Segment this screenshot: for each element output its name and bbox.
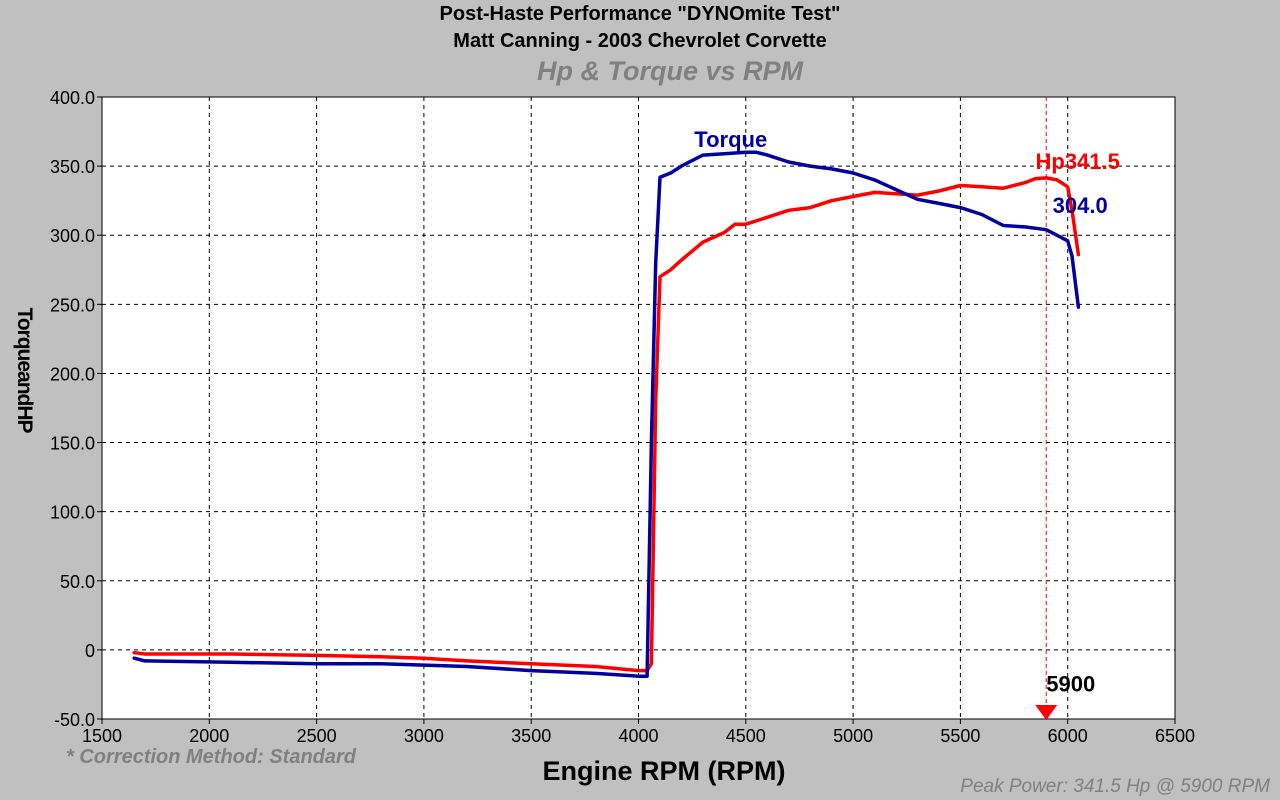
x-tick-label: 6000 <box>1048 726 1088 746</box>
annotation-label: Torque <box>694 127 767 152</box>
chart-title-line1: Post-Haste Performance "DYNOmite Test" <box>439 3 841 25</box>
plot-area <box>101 96 1176 720</box>
chart-subtitle: Hp & Torque vs RPM <box>536 56 804 86</box>
series-lines <box>132 97 1081 719</box>
y-tick-label: 250.0 <box>50 295 95 315</box>
annotation-label: Hp341.5 <box>1036 149 1120 174</box>
y-tick-labels: -50.0 0 50.0 100.0 150.0 200.0 250.0 300.0 350.0… <box>50 88 102 730</box>
y-tick-label: 400.0 <box>50 88 95 108</box>
x-tick-label: 4500 <box>726 726 766 746</box>
x-tick-label: 1500 <box>82 726 122 746</box>
y-tick-label: 150.0 <box>50 434 95 454</box>
x-axis-label: Engine RPM (RPM) <box>542 756 786 786</box>
series-line-hp <box>132 176 1081 673</box>
y-tick-label: 100.0 <box>50 503 95 523</box>
x-tick-label: 3500 <box>511 726 551 746</box>
correction-method-note: * Correction Method: Standard <box>66 746 357 768</box>
x-tick-label: 6500 <box>1155 726 1195 746</box>
y-tick-label: 350.0 <box>50 157 95 177</box>
y-tick-label: 200.0 <box>50 364 95 384</box>
peak-power-note: Peak Power: 341.5 Hp @ 5900 RPM <box>960 776 1270 797</box>
x-tick-label: 2000 <box>189 726 229 746</box>
y-tick-label: -50.0 <box>54 710 95 730</box>
y-tick-label: 50.0 <box>60 572 95 592</box>
x-tick-label: 2500 <box>297 726 337 746</box>
annotation-label: 5900 <box>1046 671 1095 696</box>
grid-lines <box>102 97 1175 719</box>
x-tick-label: 5500 <box>940 726 980 746</box>
y-tick-label: 300.0 <box>50 226 95 246</box>
x-tick-label: 3000 <box>404 726 444 746</box>
x-tick-label: 4000 <box>618 726 658 746</box>
chart-title-line2: Matt Canning - 2003 Chevrolet Corvette <box>453 30 827 52</box>
x-tick-labels: 1500 2000 2500 3000 3500 4000 4500 5000 5500 6000… <box>82 719 1195 746</box>
annotation-label: 304.0 <box>1053 193 1108 218</box>
series-line-torque <box>132 150 1081 678</box>
x-tick-label: 5000 <box>833 726 873 746</box>
peak-rpm-marker-triangle <box>1035 705 1058 720</box>
y-tick-label: 0 <box>85 641 95 661</box>
annotations: Torque Hp341.5 304.0 5900 <box>694 127 1120 720</box>
